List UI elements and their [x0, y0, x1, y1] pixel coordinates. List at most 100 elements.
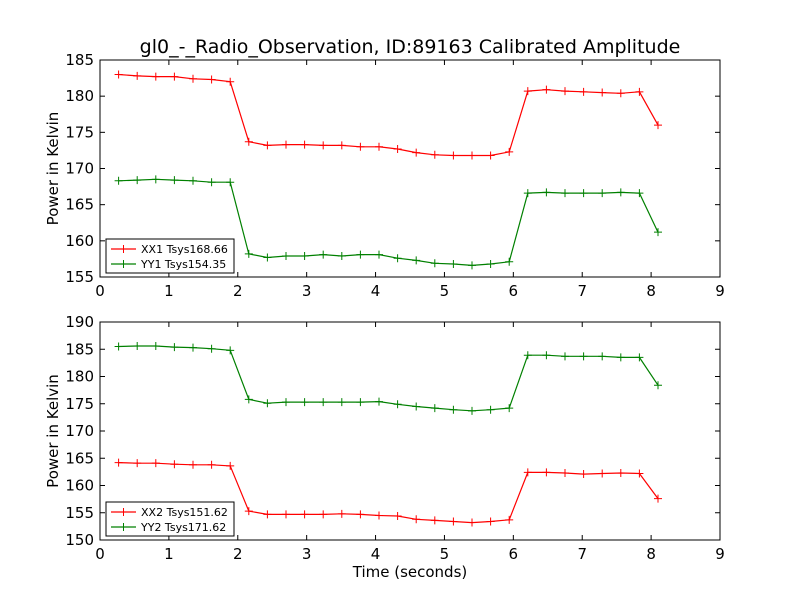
data-point: [189, 176, 197, 185]
x-tick-label: 0: [95, 282, 105, 300]
data-point: [263, 253, 272, 262]
x-tick-label: 7: [577, 545, 587, 563]
data-point: [654, 228, 662, 237]
x-tick-label: 9: [715, 545, 725, 563]
data-point: [598, 469, 607, 478]
data-point: [598, 189, 607, 198]
y-tick-label: 155: [65, 268, 94, 286]
data-point: [412, 148, 421, 157]
data-point: [468, 151, 476, 160]
data-point: [486, 259, 495, 268]
data-point: [226, 346, 235, 355]
x-tick-label: 1: [164, 545, 174, 563]
legend-box: [105, 238, 235, 274]
data-point: [635, 87, 644, 96]
data-point: [579, 189, 588, 198]
data-point: [523, 468, 532, 477]
y-axis-label: Power in Kelvin: [44, 374, 62, 488]
data-point: [226, 77, 235, 86]
y-axis-label: Power in Kelvin: [44, 112, 62, 226]
data-point: [616, 353, 625, 362]
x-axis-label: Time (seconds): [352, 563, 468, 581]
data-point: [523, 189, 532, 198]
data-point: [356, 142, 365, 151]
data-point: [133, 71, 142, 80]
data-point: [300, 252, 309, 261]
data-point: [616, 468, 625, 477]
legend-box: [105, 501, 235, 537]
data-point: [449, 517, 458, 526]
data-point: [505, 257, 514, 266]
y-tick-label: 155: [65, 504, 94, 522]
data-point: [207, 75, 216, 84]
data-point: [282, 252, 290, 261]
data-point: [635, 353, 644, 362]
x-tick-label: 6: [509, 545, 519, 563]
data-point: [151, 175, 160, 184]
data-point: [133, 459, 142, 468]
data-point: [244, 507, 253, 516]
data-point: [133, 341, 142, 350]
figure-title: gl0_-_Radio_Observation, ID:89163 Calibr…: [140, 36, 681, 58]
y-tick-label: 160: [65, 232, 94, 250]
data-point: [542, 351, 551, 360]
data-point: [505, 404, 514, 413]
data-point: [356, 510, 365, 519]
data-point: [486, 151, 495, 160]
data-point: [337, 509, 346, 518]
data-point: [151, 72, 160, 81]
data-point: [598, 88, 607, 97]
data-point: [375, 142, 383, 151]
data-point: [654, 494, 662, 503]
data-point: [282, 510, 290, 519]
y-tick-label: 190: [65, 313, 94, 331]
data-point: [300, 398, 309, 407]
data-point: [170, 72, 179, 81]
y-tick-label: 150: [65, 531, 94, 549]
y-tick-label: 165: [65, 196, 94, 214]
x-tick-label: 5: [440, 282, 450, 300]
legend: XX2 Tsys151.62 YY2 Tsys171.62: [105, 501, 235, 537]
data-point: [393, 400, 402, 409]
x-tick-label: 9: [715, 282, 725, 300]
data-point: [393, 254, 402, 263]
data-point: [282, 140, 290, 149]
data-point: [412, 515, 421, 524]
data-point: [635, 189, 644, 198]
x-tick-label: 8: [646, 282, 656, 300]
data-point: [430, 404, 439, 413]
data-point: [598, 352, 607, 361]
x-tick-label: 0: [95, 545, 105, 563]
data-point: [189, 343, 197, 352]
y-tick-label: 160: [65, 477, 94, 495]
y-tick-label: 175: [65, 395, 94, 413]
data-point: [337, 398, 346, 407]
x-tick-label: 5: [440, 545, 450, 563]
data-point: [207, 460, 216, 469]
data-point: [505, 147, 514, 156]
x-tick-label: 2: [233, 545, 243, 563]
legend: XX1 Tsys168.66 YY1 Tsys154.35: [105, 238, 235, 274]
data-point: [244, 395, 253, 404]
data-point: [561, 468, 569, 477]
y-tick-label: 185: [65, 340, 94, 358]
data-point: [189, 74, 197, 83]
x-tick-label: 1: [164, 282, 174, 300]
data-point: [486, 405, 495, 414]
data-point: [263, 510, 272, 519]
data-point: [356, 398, 365, 407]
data-point: [189, 460, 197, 469]
data-point: [114, 342, 123, 351]
data-point: [468, 261, 476, 270]
data-point: [170, 343, 179, 352]
x-tick-label: 3: [302, 282, 312, 300]
data-point: [133, 176, 142, 185]
data-point: [561, 87, 569, 96]
data-point: [430, 259, 439, 268]
x-tick-label: 7: [577, 282, 587, 300]
data-point: [579, 352, 588, 361]
data-point: [468, 518, 476, 527]
data-point: [300, 510, 309, 519]
